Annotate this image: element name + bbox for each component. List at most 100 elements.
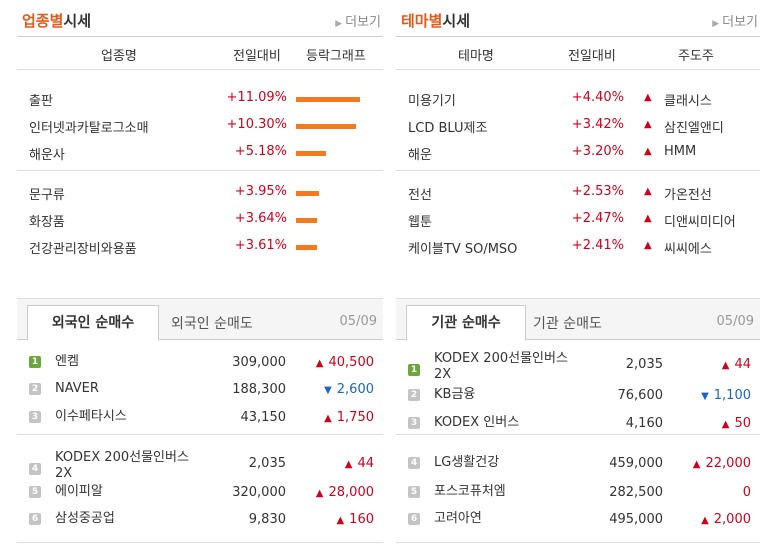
- net-quantity: ▲ 50: [722, 416, 751, 431]
- net-quantity-value: 50: [734, 416, 751, 431]
- header-sector-name: 업종명: [101, 49, 137, 64]
- theme-leader-stock[interactable]: 가온전선: [664, 188, 712, 203]
- stock-name[interactable]: KODEX 200선물인버스2X: [55, 450, 189, 481]
- net-quantity-value: 44: [734, 357, 751, 372]
- tab-foreign-buy[interactable]: 외국인 순매수: [27, 305, 159, 341]
- foreign-stock-row[interactable]: 2 NAVER 188,300 ▼ 2,600: [17, 381, 383, 407]
- net-quantity: ▼ 1,100: [701, 388, 751, 403]
- stock-name[interactable]: 엔켐: [55, 354, 79, 369]
- foreign-stock-row[interactable]: 3 이수페타시스 43,150 ▲ 1,750: [17, 409, 383, 435]
- theme-more-link[interactable]: ▶ 더보기: [712, 11, 758, 30]
- stock-name[interactable]: 고려아연: [434, 511, 482, 526]
- institution-stock-row[interactable]: 5 포스코퓨처엠 282,500 0: [396, 484, 760, 510]
- sector-name[interactable]: 출판: [29, 94, 53, 109]
- net-quantity: ▼ 2,600: [324, 382, 374, 397]
- foreign-group-divider: [17, 434, 383, 435]
- up-triangle-icon: ▲: [644, 213, 652, 224]
- stock-price: 459,000: [609, 456, 663, 471]
- tab-institution-sell[interactable]: 기관 순매도: [533, 316, 602, 332]
- stock-price: 76,600: [617, 388, 664, 403]
- sector-title-rest: 시세: [63, 12, 92, 30]
- sector-more-link[interactable]: ▶ 더보기: [335, 11, 381, 30]
- stock-name[interactable]: 삼성중공업: [55, 511, 115, 526]
- theme-name[interactable]: 미용기기: [408, 94, 456, 109]
- theme-leader-stock[interactable]: HMM: [664, 144, 697, 159]
- net-quantity-value: 22,000: [705, 456, 752, 471]
- sector-table-header: 업종명 전일대비 등락그래프: [17, 36, 383, 70]
- tab-foreign-sell[interactable]: 외국인 순매도: [171, 316, 253, 332]
- sector-name[interactable]: 건강관리장비와용품: [29, 242, 137, 257]
- theme-table-header: 테마명 전일대비 주도주: [396, 36, 760, 70]
- stock-price: 320,000: [232, 485, 286, 500]
- theme-title[interactable]: 테마별시세: [401, 10, 470, 31]
- rank-badge: 1: [29, 356, 41, 368]
- sector-name[interactable]: 화장품: [29, 215, 65, 230]
- foreign-stock-row[interactable]: 6 삼성중공업 9,830 ▲ 160: [17, 511, 383, 537]
- theme-name[interactable]: 웹툰: [408, 215, 432, 230]
- up-triangle-icon: ▲: [644, 119, 652, 130]
- theme-leader-stock[interactable]: 삼진엘앤디: [664, 121, 724, 136]
- theme-leader-stock[interactable]: 클래시스: [664, 94, 712, 109]
- theme-leader-stock[interactable]: 씨씨에스: [664, 242, 712, 257]
- sector-row[interactable]: 문구류 +3.95%: [17, 180, 383, 206]
- theme-row[interactable]: 웹툰 +2.47% ▲ 디앤씨미디어: [396, 207, 760, 233]
- change-bar: [296, 218, 317, 223]
- stock-name[interactable]: KODEX 200선물인버스2X: [434, 351, 568, 382]
- sector-row[interactable]: 인터넷과카탈로그소매 +10.30%: [17, 113, 383, 139]
- theme-name[interactable]: LCD BLU제조: [408, 121, 488, 136]
- theme-row[interactable]: 케이블TV SO/MSO +2.41% ▲ 씨씨에스: [396, 234, 760, 260]
- theme-change: +2.41%: [571, 238, 624, 253]
- stock-name[interactable]: LG생활건강: [434, 455, 500, 470]
- theme-leader-stock[interactable]: 디앤씨미디어: [664, 215, 736, 230]
- theme-name[interactable]: 케이블TV SO/MSO: [408, 242, 518, 257]
- rank-badge: 5: [408, 486, 420, 498]
- up-triangle-icon: ▲: [701, 515, 709, 526]
- theme-name[interactable]: 전선: [408, 188, 432, 203]
- stock-name[interactable]: 에이피알: [55, 484, 103, 499]
- up-triangle-icon: ▲: [324, 413, 332, 424]
- stock-name[interactable]: NAVER: [55, 381, 99, 396]
- stock-name[interactable]: KB금융: [434, 387, 476, 402]
- sector-name[interactable]: 해운사: [29, 148, 65, 163]
- sector-title[interactable]: 업종별시세: [22, 10, 91, 31]
- theme-name[interactable]: 해운: [408, 148, 432, 163]
- sector-name[interactable]: 문구류: [29, 188, 65, 203]
- tab-institution-buy[interactable]: 기관 순매수: [406, 305, 526, 341]
- sector-change: +3.64%: [234, 211, 287, 226]
- net-quantity: ▲ 160: [336, 512, 374, 527]
- stock-price: 2,035: [248, 456, 286, 471]
- foreign-stock-row[interactable]: 4 KODEX 200선물인버스2X 2,035 ▲ 44: [17, 450, 383, 481]
- stock-name[interactable]: KODEX 인버스: [434, 415, 520, 430]
- sector-change: +5.18%: [234, 144, 287, 159]
- up-triangle-icon: ▲: [644, 92, 652, 103]
- rank-badge: 3: [408, 417, 420, 429]
- foreign-date: 05/09: [339, 314, 377, 329]
- sector-change: +3.95%: [234, 184, 287, 199]
- net-quantity-value: 28,000: [328, 485, 375, 500]
- institution-stock-row[interactable]: 6 고려아연 495,000 ▲ 2,000: [396, 511, 760, 537]
- theme-row[interactable]: LCD BLU제조 +3.42% ▲ 삼진엘앤디: [396, 113, 760, 139]
- change-bar: [296, 151, 326, 156]
- theme-row[interactable]: 전선 +2.53% ▲ 가온전선: [396, 180, 760, 206]
- net-quantity-value: 40,500: [328, 355, 375, 370]
- foreign-stock-row[interactable]: 5 에이피알 320,000 ▲ 28,000: [17, 484, 383, 510]
- sector-name[interactable]: 인터넷과카탈로그소매: [29, 121, 149, 136]
- institution-stock-row[interactable]: 4 LG생활건강 459,000 ▲ 22,000: [396, 455, 760, 481]
- theme-row[interactable]: 해운 +3.20% ▲ HMM: [396, 140, 760, 166]
- theme-row[interactable]: 미용기기 +4.40% ▲ 클래시스: [396, 86, 760, 112]
- institution-stock-row[interactable]: 1 KODEX 200선물인버스2X 2,035 ▲ 44: [396, 351, 760, 382]
- stock-name[interactable]: 이수페타시스: [55, 409, 127, 424]
- sector-row[interactable]: 출판 +11.09%: [17, 86, 383, 112]
- institution-stock-row[interactable]: 2 KB금융 76,600 ▼ 1,100: [396, 387, 760, 413]
- institution-stock-row[interactable]: 3 KODEX 인버스 4,160 ▲ 50: [396, 415, 760, 441]
- sector-row[interactable]: 해운사 +5.18%: [17, 140, 383, 166]
- theme-change: +2.47%: [571, 211, 624, 226]
- sector-row[interactable]: 건강관리장비와용품 +3.61%: [17, 234, 383, 260]
- rank-badge: 2: [408, 389, 420, 401]
- foreign-stock-row[interactable]: 1 엔켐 309,000 ▲ 40,500: [17, 354, 383, 380]
- institution-bottom-border: [396, 542, 760, 543]
- sector-row[interactable]: 화장품 +3.64%: [17, 207, 383, 233]
- theme-more-label: 더보기: [722, 15, 758, 30]
- stock-name[interactable]: 포스코퓨처엠: [434, 484, 506, 499]
- theme-change: +3.42%: [571, 117, 624, 132]
